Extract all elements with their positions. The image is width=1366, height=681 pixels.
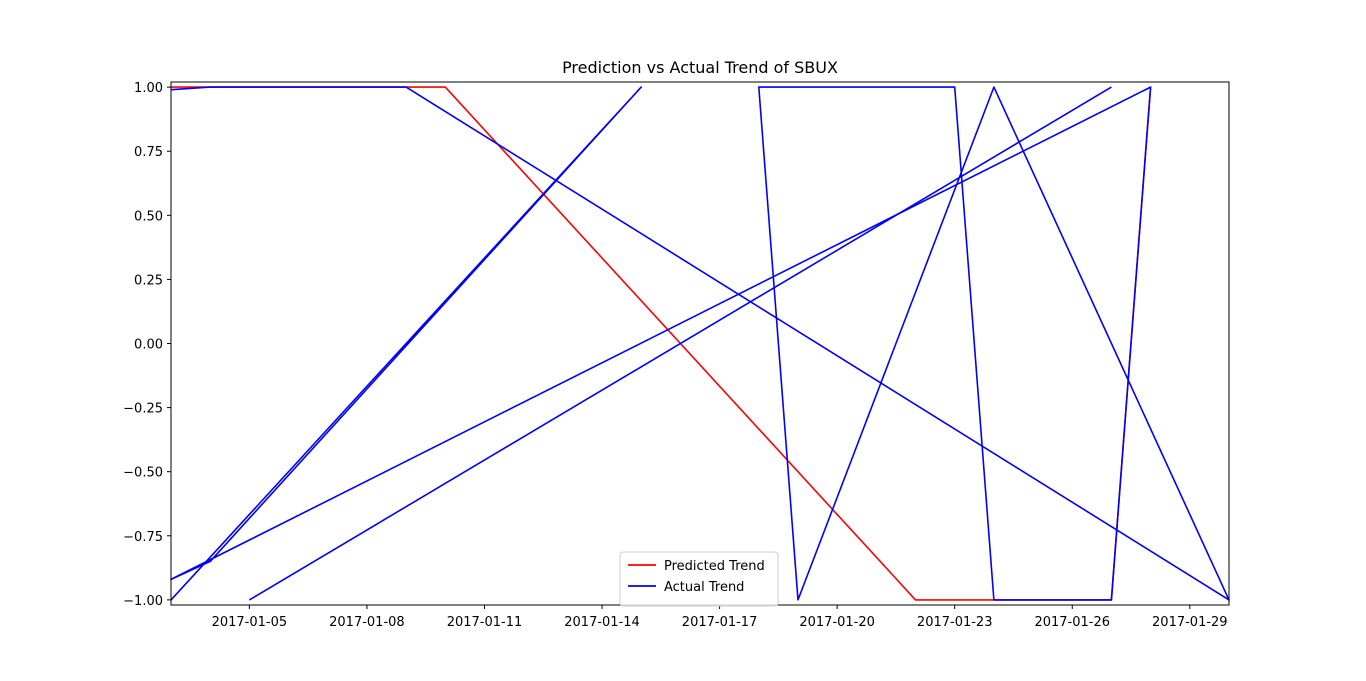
y-tick-label-5: −0.25 bbox=[123, 402, 163, 417]
y-tick-label-3: 0.25 bbox=[134, 273, 163, 288]
series-line-2 bbox=[248, 86, 1112, 601]
legend-label-1: Actual Trend bbox=[664, 580, 744, 595]
x-tick-label-1: 2017-01-08 bbox=[329, 615, 405, 630]
legend-box bbox=[619, 551, 779, 607]
y-tick-label-7: −0.75 bbox=[123, 530, 163, 545]
x-tick-label-0: 2017-01-05 bbox=[212, 615, 288, 630]
series-line-1 bbox=[170, 86, 1230, 601]
y-tick-label-2: 0.50 bbox=[134, 209, 163, 224]
x-tick-label-8: 2017-01-29 bbox=[1152, 615, 1228, 630]
x-tick-label-5: 2017-01-20 bbox=[799, 615, 875, 630]
x-axis: 2017-01-05 2017-01-08 2017-01-11 2017-01-14… bbox=[212, 605, 1228, 630]
plot-frame bbox=[170, 81, 1230, 606]
x-tick-label-2: 2017-01-11 bbox=[447, 615, 523, 630]
y-tick-label-6: −0.50 bbox=[123, 466, 163, 481]
series-line-0 bbox=[171, 86, 1152, 601]
x-tick-label-6: 2017-01-23 bbox=[917, 615, 993, 630]
x-tick-label-7: 2017-01-26 bbox=[1034, 615, 1110, 630]
y-tick-label-4: 0.00 bbox=[134, 338, 163, 353]
x-tick-label-3: 2017-01-14 bbox=[564, 615, 640, 630]
y-axis: 1.00 0.75 0.50 0.25 0.00 −0.25 −0.50 −0.75 −1.00 bbox=[123, 81, 171, 609]
legend-label-0: Predicted Trend bbox=[664, 559, 765, 574]
y-tick-label-8: −1.00 bbox=[123, 594, 163, 609]
legend: Predicted Trend Actual Trend bbox=[619, 551, 779, 607]
y-tick-label-1: 0.75 bbox=[134, 145, 163, 160]
x-tick-label-4: 2017-01-17 bbox=[682, 615, 758, 630]
plot-lines bbox=[170, 86, 1230, 601]
y-tick-label-0: 1.00 bbox=[134, 81, 163, 96]
chart-title: Prediction vs Actual Trend of SBUX bbox=[562, 58, 838, 77]
